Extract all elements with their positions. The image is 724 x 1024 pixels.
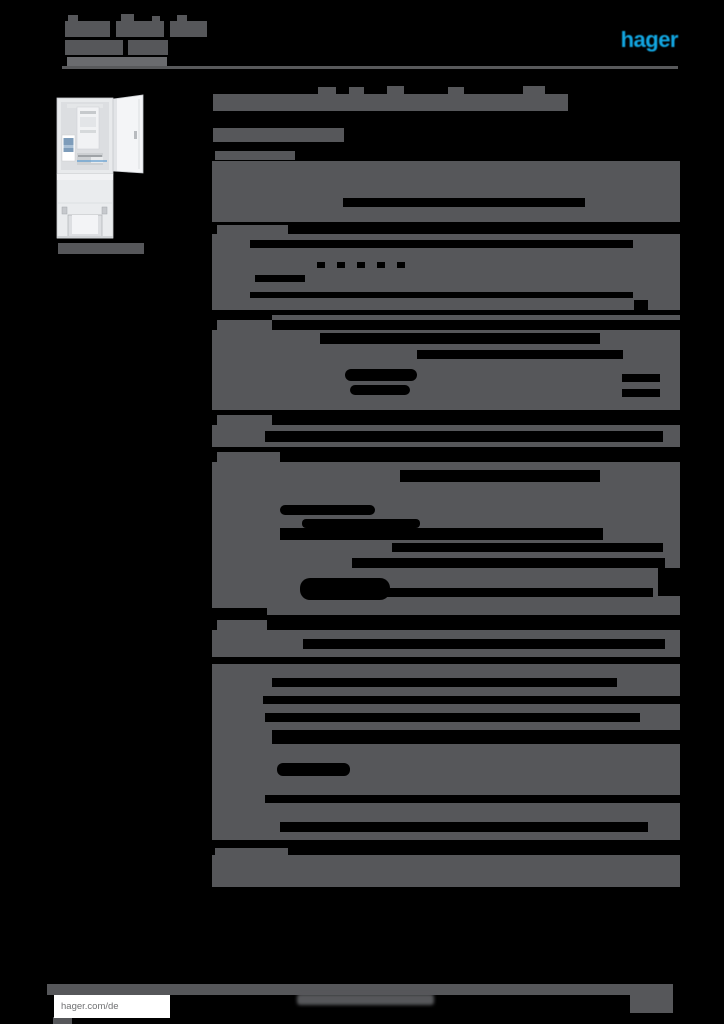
redaction-bar <box>215 848 288 856</box>
redaction-bar <box>65 40 123 55</box>
redaction-gap <box>280 505 375 515</box>
redaction-gap <box>250 240 633 248</box>
redaction-bar <box>318 87 336 94</box>
redaction-gap <box>265 431 663 442</box>
redaction-gap <box>353 588 653 597</box>
redaction-gap <box>634 300 648 310</box>
redaction-gap <box>255 275 305 282</box>
redaction-gap <box>265 795 680 803</box>
redaction-gap <box>377 262 385 268</box>
redaction-bar <box>128 40 168 55</box>
redaction-bar <box>152 16 160 22</box>
redaction-gap <box>272 730 680 744</box>
redaction-bar <box>68 15 78 22</box>
redaction-bar <box>213 94 568 111</box>
redaction-gap <box>622 389 660 397</box>
redaction-bar <box>67 57 167 66</box>
redaction-bar <box>212 855 680 887</box>
redaction-gap <box>277 763 350 776</box>
redaction-gap <box>212 608 267 615</box>
redaction-bar <box>523 86 545 94</box>
redaction-bar <box>215 151 295 160</box>
meter-cabinet-icon <box>56 94 144 239</box>
redaction-gap <box>317 262 325 268</box>
redaction-gap <box>263 696 680 704</box>
redaction-bar <box>170 21 207 37</box>
redaction-bar <box>58 243 144 254</box>
redaction-gap <box>265 713 640 722</box>
redaction-bar <box>121 14 134 22</box>
redaction-gap <box>280 822 648 832</box>
redaction-gap <box>352 558 665 568</box>
redaction-gap <box>417 350 623 359</box>
redaction-bar <box>47 984 673 995</box>
redaction-gap <box>337 262 345 268</box>
redaction-bar <box>217 320 272 330</box>
redaction-gap <box>392 543 663 552</box>
redaction-gap <box>658 568 680 596</box>
redaction-bar <box>217 620 267 633</box>
redaction-gap <box>622 374 660 382</box>
redaction-gap <box>397 262 405 268</box>
footer-website-link[interactable]: hager.com/de <box>54 995 170 1018</box>
redaction-gap <box>250 292 633 298</box>
redaction-bar <box>272 315 680 320</box>
redaction-gap <box>400 470 600 482</box>
redaction-bar <box>65 21 110 37</box>
redaction-bar <box>62 66 678 69</box>
redaction-gap <box>280 528 603 540</box>
redaction-bar <box>217 415 272 427</box>
redaction-bar <box>349 87 364 94</box>
product-image <box>55 93 145 243</box>
redaction-bar <box>212 664 680 840</box>
redaction-bar <box>116 21 164 37</box>
redaction-gap <box>350 385 410 395</box>
redaction-gap <box>302 519 420 528</box>
redaction-gap <box>320 333 600 344</box>
redaction-gap <box>343 198 585 207</box>
redaction-bar <box>297 994 434 1005</box>
redaction-gap <box>303 639 665 649</box>
redaction-bar <box>387 86 404 94</box>
redaction-gap <box>357 262 365 268</box>
redaction-bar <box>213 128 344 142</box>
redaction-gap <box>272 678 617 687</box>
redaction-bar <box>217 452 280 463</box>
redaction-bar <box>630 984 673 1013</box>
hager-logo: hager <box>620 27 679 52</box>
redaction-bar <box>212 161 680 222</box>
redaction-gap <box>345 369 417 381</box>
redaction-bar <box>217 225 288 234</box>
redaction-bar <box>177 15 187 22</box>
redaction-bar <box>53 1017 72 1024</box>
redaction-bar <box>448 87 464 94</box>
